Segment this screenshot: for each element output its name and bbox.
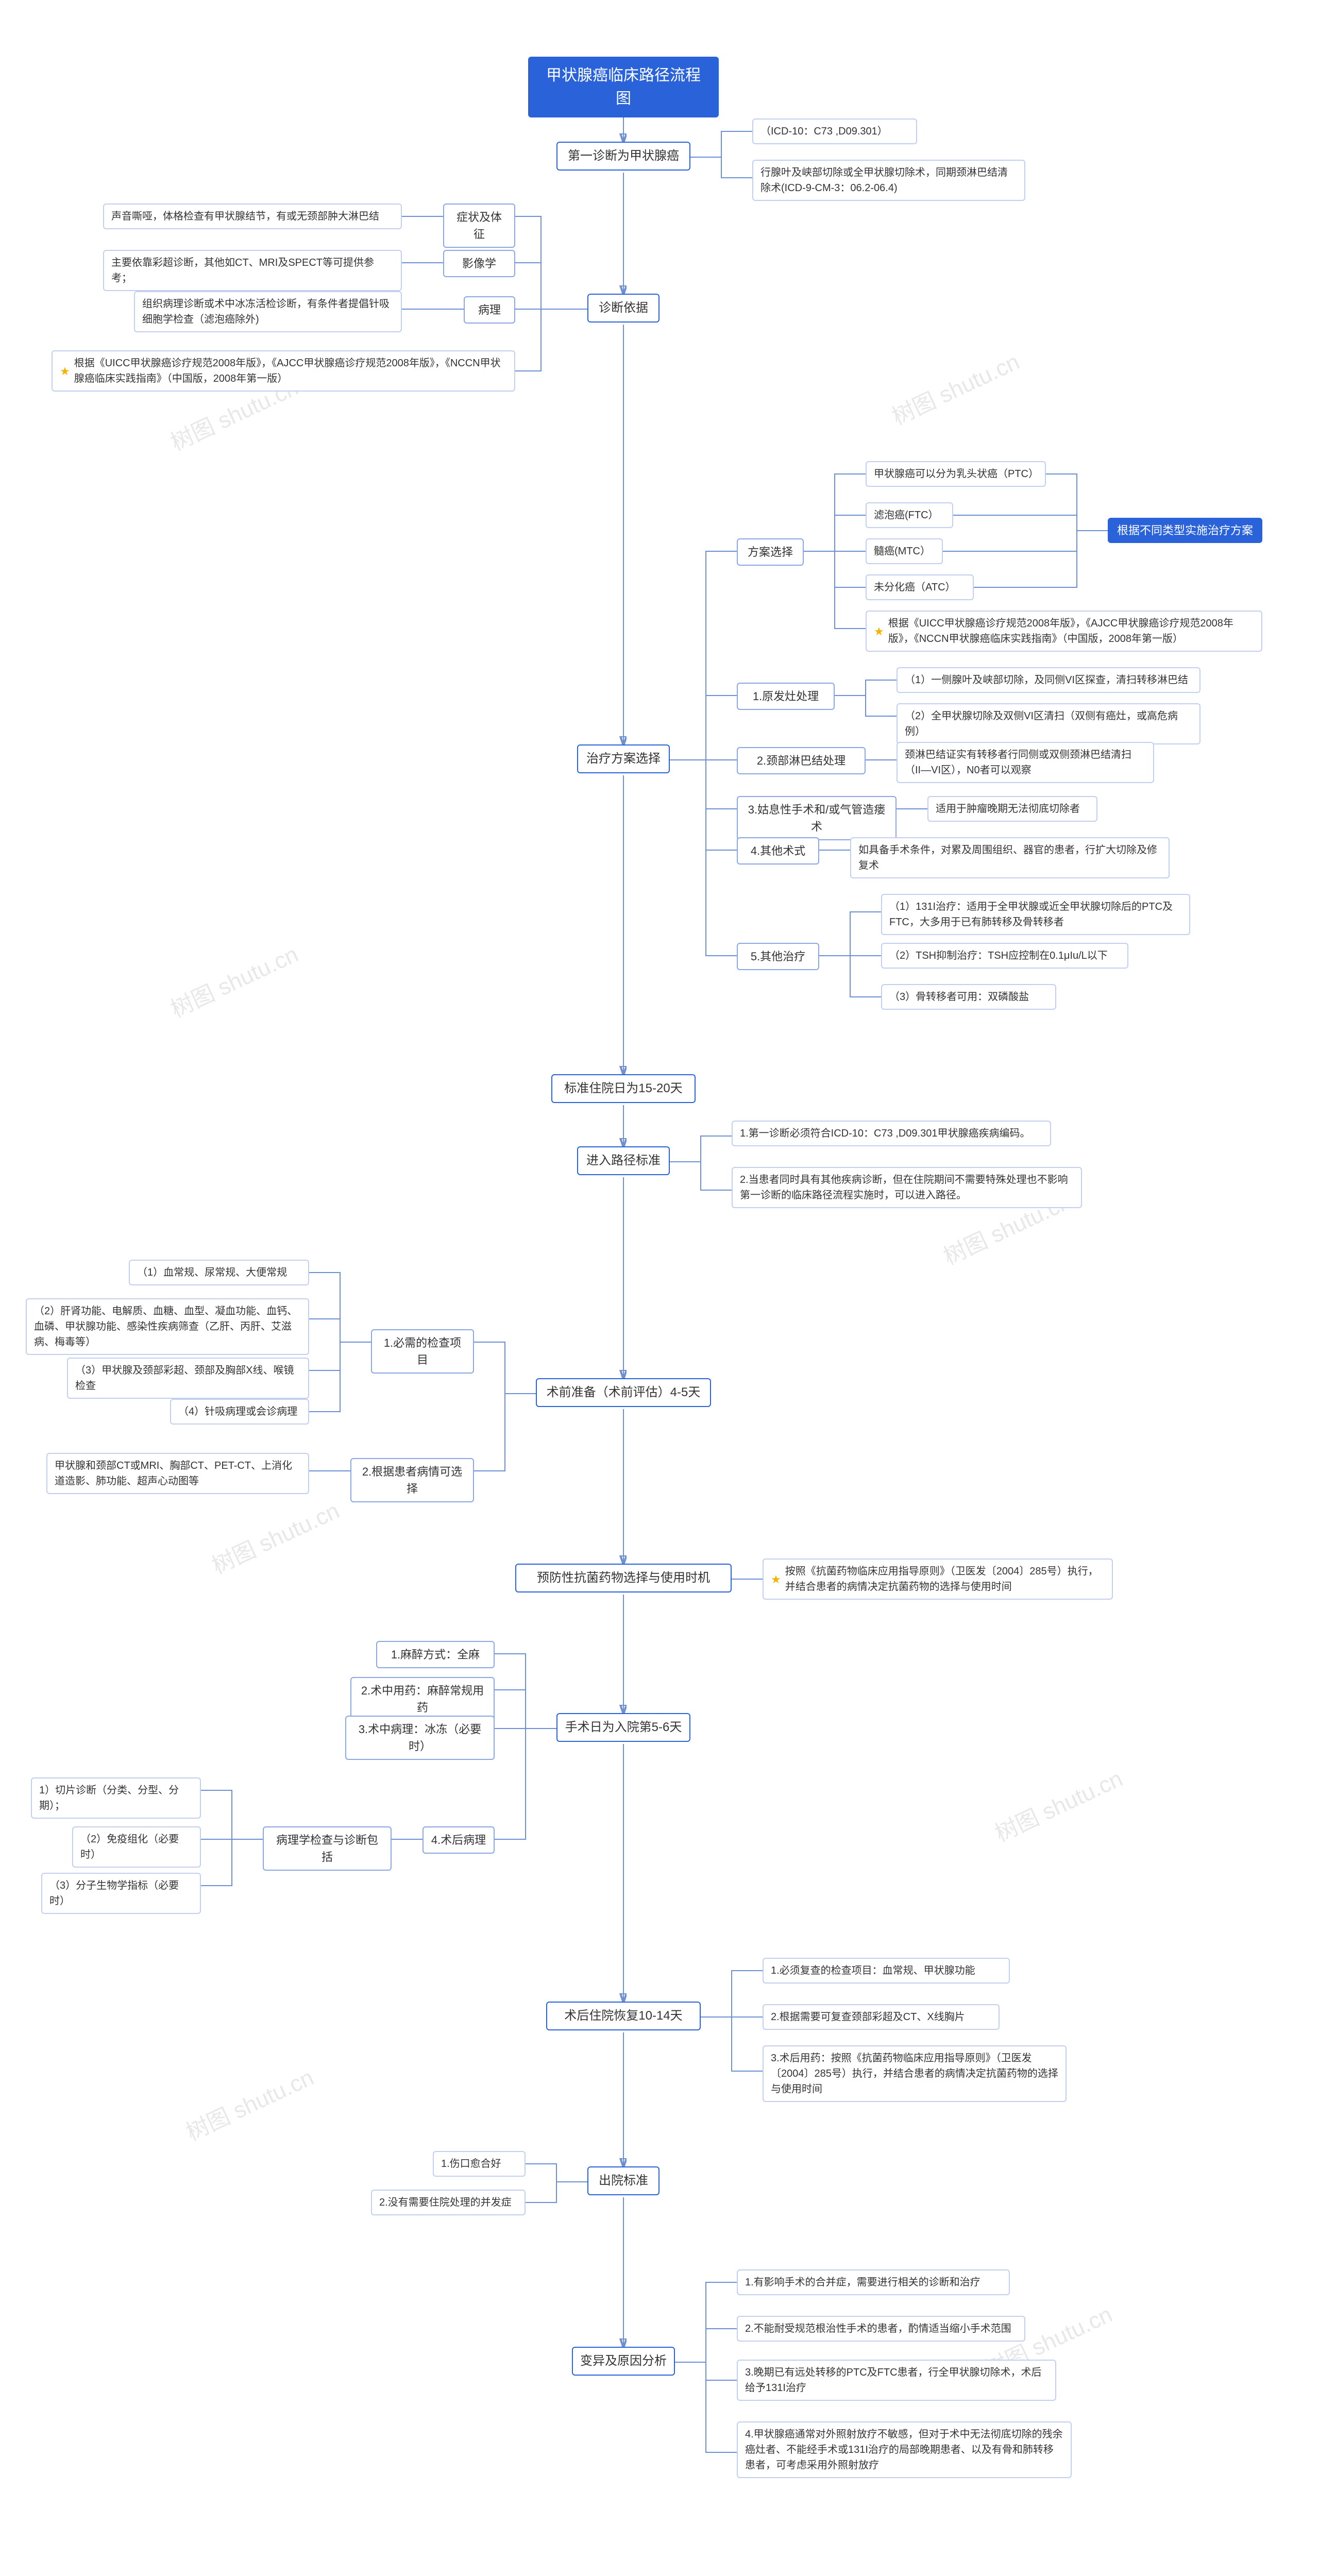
n2a1-node: 声音嘶哑，体格检查有甲状腺结节，有或无颈部肿大淋巴结 — [103, 204, 402, 229]
n7a-node: ★按照《抗菌药物临床应用指导原则》（卫医发〔2004〕285号）执行，并结合患者… — [763, 1558, 1113, 1600]
n3f1-node: （1）131I治疗：适用于全甲状腺或近全甲状腺切除后的PTC及FTC，大多用于已… — [881, 894, 1190, 935]
n11c-node: 3.晚期已有远处转移的PTC及FTC患者，行全甲状腺切除术，术后给予131I治疗 — [737, 2360, 1056, 2401]
n2b1-node: 主要依靠彩超诊断，其他如CT、MRI及SPECT等可提供参考； — [103, 250, 402, 291]
n3d1-node: 适用于肿瘤晚期无法彻底切除者 — [927, 796, 1097, 822]
n9a-node: 1.必须复查的检查项目：血常规、甲状腺功能 — [763, 1958, 1010, 1984]
n8b-node: 2.术中用药：麻醉常规用药 — [350, 1677, 495, 1721]
n11b-node: 2.不能耐受规范根治性手术的患者，酌情适当缩小手术范围 — [737, 2316, 1025, 2342]
n11d-node: 4.甲状腺癌通常对外照射放疗不敏感，但对于术中无法彻底切除的残余癌灶者、不能经手… — [737, 2421, 1072, 2478]
n3a-node: 方案选择 — [737, 538, 804, 566]
n8d2-node: （2）免疫组化（必要时） — [72, 1826, 201, 1868]
watermark: 树图 shutu.cn — [164, 936, 303, 1024]
n8d0-node: 病理学检查与诊断包括 — [263, 1826, 392, 1871]
n3a3-node: 髓癌(MTC） — [866, 538, 943, 564]
n2b-node: 影像学 — [443, 250, 515, 277]
n8d1-node: 1）切片诊断（分类、分型、分期）； — [31, 1777, 201, 1819]
n8d3-node: （3）分子生物学指标（必要时） — [41, 1873, 201, 1914]
n3a5-node: ★根据《UICC甲状腺癌诊疗规范2008年版》，《AJCC甲状腺癌诊疗规范200… — [866, 611, 1262, 652]
n3f2-node: （2）TSH抑制治疗：TSH应控制在0.1μIu/L以下 — [881, 943, 1128, 969]
n6a3-node: （3）甲状腺及颈部彩超、颈部及胸部X线、喉镜检查 — [67, 1358, 309, 1399]
watermark: 树图 shutu.cn — [989, 1760, 1127, 1849]
n3-node: 治疗方案选择 — [577, 744, 670, 773]
n3b-node: 1.原发灶处理 — [737, 683, 835, 710]
n3b1-node: （1）一侧腺叶及峡部切除，及同侧VI区探查，清扫转移淋巴结 — [897, 667, 1200, 693]
n4-node: 标准住院日为15-20天 — [551, 1074, 696, 1103]
n2a-node: 症状及体征 — [443, 204, 515, 248]
n1-node: 第一诊断为甲状腺癌 — [556, 142, 690, 171]
n6b1-node: 甲状腺和颈部CT或MRI、胸部CT、PET-CT、上消化道造影、肺功能、超声心动… — [46, 1453, 309, 1494]
watermark: 树图 shutu.cn — [886, 344, 1024, 432]
n10b-node: 2.没有需要住院处理的并发症 — [371, 2190, 526, 2215]
n11a-node: 1.有影响手术的合并症，需要进行相关的诊断和治疗 — [737, 2269, 1010, 2295]
n8a-node: 1.麻醉方式：全麻 — [376, 1641, 495, 1668]
n8c-node: 3.术中病理：冰冻（必要时） — [345, 1716, 495, 1760]
watermark: 树图 shutu.cn — [206, 1493, 344, 1581]
n1a-node: （ICD-10：C73 ,D09.301） — [752, 118, 917, 144]
n3d-node: 3.姑息性手术和/或气管造瘘术 — [737, 796, 897, 840]
n6a-node: 1.必需的检查项目 — [371, 1329, 474, 1374]
n3a4-node: 未分化癌（ATC） — [866, 574, 974, 600]
n3c-node: 2.颈部淋巴结处理 — [737, 747, 866, 774]
n8-node: 手术日为入院第5-6天 — [556, 1713, 690, 1742]
n8d-node: 4.术后病理 — [422, 1826, 495, 1854]
n6a1-node: （1）血常规、尿常规、大便常规 — [129, 1260, 309, 1285]
n6b-node: 2.根据患者病情可选择 — [350, 1458, 474, 1502]
n10a-node: 1.伤口愈合好 — [433, 2151, 526, 2177]
n2c1-node: 组织病理诊断或术中冰冻活检诊断，有条件者提倡针吸细胞学检查（滤泡癌除外) — [134, 291, 402, 332]
n3a1-node: 甲状腺癌可以分为乳头状癌（PTC） — [866, 461, 1046, 487]
n9b-node: 2.根据需要可复查颈部彩超及CT、X线胸片 — [763, 2004, 1000, 2030]
n5b-node: 2.当患者同时具有其他疾病诊断，但在住院期间不需要特殊处理也不影响第一诊断的临床… — [732, 1167, 1082, 1208]
n2d-node: ★根据《UICC甲状腺癌诊疗规范2008年版》，《AJCC甲状腺癌诊疗规范200… — [52, 350, 515, 392]
star-icon: ★ — [60, 363, 70, 380]
n5a-node: 1.第一诊断必须符合ICD-10：C73 ,D09.301甲状腺癌疾病编码。 — [732, 1121, 1051, 1146]
n3a2-node: 滤泡癌(FTC） — [866, 502, 953, 528]
n3b2-node: （2）全甲状腺切除及双侧VI区清扫（双侧有癌灶，或高危病例） — [897, 703, 1200, 744]
n5-node: 进入路径标准 — [577, 1146, 670, 1175]
diagram-canvas: 树图 shutu.cn 树图 shutu.cn 树图 shutu.cn 树图 s… — [0, 0, 1319, 2576]
n3e-node: 4.其他术式 — [737, 837, 819, 865]
n3e1-node: 如具备手术条件，对累及周围组织、器官的患者，行扩大切除及修复术 — [850, 837, 1170, 878]
n3c1-node: 颈淋巴结证实有转移者行同侧或双侧颈淋巴结清扫（II—VI区），N0者可以观察 — [897, 742, 1154, 783]
n9c-node: 3.术后用药：按照《抗菌药物临床应用指导原则》（卫医发〔2004〕285号）执行… — [763, 2045, 1067, 2102]
n10-node: 出院标准 — [587, 2166, 660, 2195]
n9-node: 术后住院恢复10-14天 — [546, 2002, 701, 2030]
n6-node: 术前准备（术前评估）4-5天 — [536, 1378, 711, 1407]
n3f-node: 5.其他治疗 — [737, 943, 819, 970]
watermark: 树图 shutu.cn — [180, 2059, 318, 2147]
n1b-node: 行腺叶及峡部切除或全甲状腺切除术，同期颈淋巴结清除术(ICD-9-CM-3：06… — [752, 160, 1025, 201]
n6a4-node: （4）针吸病理或会诊病理 — [170, 1399, 309, 1425]
n11-node: 变异及原因分析 — [572, 2347, 675, 2376]
root-node: 甲状腺癌临床路径流程图 — [528, 57, 719, 117]
n2-node: 诊断依据 — [587, 294, 660, 323]
star-icon: ★ — [771, 1571, 781, 1588]
star-icon: ★ — [874, 623, 884, 640]
n3f3-node: （3）骨转移者可用：双磷酸盐 — [881, 984, 1056, 1010]
n3aX-node: 根据不同类型实施治疗方案 — [1108, 518, 1262, 543]
n6a2-node: （2）肝肾功能、电解质、血糖、血型、凝血功能、血钙、血磷、甲状腺功能、感染性疾病… — [26, 1298, 309, 1355]
n2c-node: 病理 — [464, 296, 515, 324]
n7-node: 预防性抗菌药物选择与使用时机 — [515, 1564, 732, 1592]
